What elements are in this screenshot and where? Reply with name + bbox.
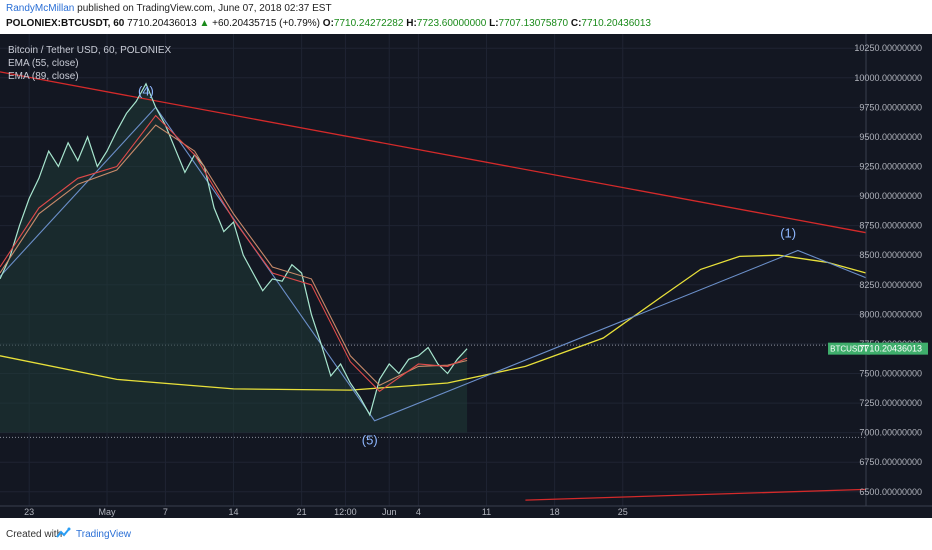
- open-value: 7710.24272282: [333, 18, 404, 29]
- x-tick-label: 4: [416, 507, 421, 517]
- author-link[interactable]: RandyMcMillan: [6, 3, 75, 14]
- y-tick-label: 6500.00000000: [859, 487, 922, 497]
- published-text: published on TradingView.com, June 07, 2…: [77, 3, 332, 14]
- x-tick-label: 12:00: [334, 507, 357, 517]
- chart-canvas[interactable]: (4) (5) (1) 6500.00000000 6750.00000000 7000.…: [0, 34, 932, 518]
- x-tick-label: 23: [24, 507, 34, 517]
- ohlc-line: POLONIEX:BTCUSDT, 60 7710.20436013 ▲ +60…: [6, 18, 651, 29]
- red-trendline: [0, 71, 867, 234]
- legend-ema55[interactable]: EMA (55, close): [8, 58, 79, 69]
- x-tick-label: May: [99, 507, 117, 517]
- price-change: +60.20435715 (+0.79%): [212, 18, 321, 29]
- y-tick-label: 10250.00000000: [854, 43, 922, 53]
- x-tick-label: 14: [229, 507, 239, 517]
- price-line: [0, 82, 468, 417]
- symbol-tag: [828, 342, 870, 355]
- y-tick-label: 7000.00000000: [859, 428, 922, 438]
- y-tick-label: 9500.00000000: [859, 132, 922, 142]
- yellow-curve: [0, 254, 867, 391]
- price-chart[interactable]: (4) (5) (1) 6500.00000000 6750.00000000 7000.…: [0, 34, 932, 518]
- y-tick-label: 8250.00000000: [859, 280, 922, 290]
- ema89-line: [0, 124, 468, 386]
- y-tick-label: 10000.00000000: [854, 73, 922, 83]
- open-label: O:: [322, 18, 334, 29]
- x-tick-label: 18: [550, 507, 560, 517]
- y-tick-label: 6750.00000000: [859, 457, 922, 467]
- y-tick-label: 9250.00000000: [859, 161, 922, 171]
- legend-title: Bitcoin / Tether USD, 60, POLONIEX: [8, 45, 172, 56]
- high-label: H:: [406, 18, 417, 29]
- y-tick-label: 9000.00000000: [859, 191, 922, 201]
- x-tick-label: 21: [297, 507, 307, 517]
- x-tick-label: Jun: [382, 507, 397, 517]
- chart-header: RandyMcMillan published on TradingView.c…: [0, 0, 932, 34]
- legend-ema89[interactable]: EMA (89, close): [8, 71, 79, 82]
- red-bottom-line: [525, 488, 867, 501]
- created-with-text: Created with: [6, 529, 63, 540]
- y-tick-label: 8000.00000000: [859, 309, 922, 319]
- high-value: 7723.60000000: [416, 18, 487, 29]
- symbol-tag-text: BTCUSDT: [830, 345, 868, 354]
- publish-line: RandyMcMillan published on TradingView.c…: [6, 3, 332, 14]
- last-price-tag: [867, 342, 928, 355]
- y-tick-label: 7250.00000000: [859, 398, 922, 408]
- price-axis: [866, 34, 932, 518]
- y-tick-label: 9750.00000000: [859, 102, 922, 112]
- low-label: L:: [489, 18, 499, 29]
- tradingview-brand-link[interactable]: TradingView: [76, 529, 132, 540]
- price-area: [0, 83, 468, 433]
- symbol-label: POLONIEX:BTCUSDT, 60: [6, 18, 125, 29]
- close-label: C:: [570, 18, 582, 29]
- close-value: 7710.20436013: [581, 18, 651, 29]
- wave-label-2: (5): [362, 432, 378, 447]
- y-tick-label: 7500.00000000: [859, 369, 922, 379]
- wave-label-1: (4): [138, 84, 154, 99]
- chart-legend: Bitcoin / Tether USD, 60, POLONIEX EMA (…: [8, 44, 171, 83]
- x-tick-label: 7: [163, 507, 168, 517]
- last-price-tag-text: 7710.20436013: [859, 344, 922, 354]
- y-tick-label: 8500.00000000: [859, 250, 922, 260]
- up-arrow-icon: ▲: [199, 18, 210, 29]
- chart-footer: Created with TradingView: [0, 518, 932, 550]
- ema55-line: [0, 114, 468, 393]
- x-tick-label: 11: [482, 507, 491, 517]
- elliott-wave-line: [0, 106, 867, 422]
- wave-label-3: (1): [780, 225, 796, 240]
- low-value: 7707.13075870: [498, 18, 569, 29]
- last-price: 7710.20436013: [127, 18, 197, 29]
- x-tick-label: 25: [618, 507, 628, 517]
- tradingview-logo-icon: [56, 527, 71, 538]
- y-tick-label: 8750.00000000: [859, 221, 922, 231]
